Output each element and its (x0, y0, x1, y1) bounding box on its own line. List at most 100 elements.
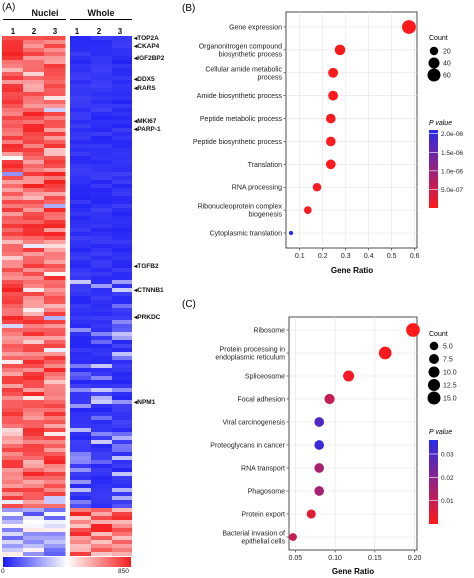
heatmap-cell (23, 516, 45, 520)
heatmap-cell (44, 104, 66, 108)
heatmap-cell (70, 228, 92, 232)
heatmap-cell (112, 404, 132, 408)
heatmap-cell (70, 520, 92, 524)
heatmap-cell (23, 236, 45, 240)
heatmap-cell (70, 472, 92, 476)
heatmap-cell (2, 308, 24, 312)
heatmap-cell (23, 408, 45, 412)
heatmap-cell (23, 508, 45, 512)
heatmap-cell (112, 292, 132, 296)
heatmap-cell (70, 528, 92, 532)
heatmap-cell (91, 452, 113, 456)
heatmap-cell (70, 364, 92, 368)
heatmap-cell (112, 164, 132, 168)
heatmap-grid (2, 36, 132, 556)
heatmap-cell (70, 176, 92, 180)
heatmap-cell (70, 280, 92, 284)
heatmap-cell (44, 44, 66, 48)
heatmap-cell (112, 540, 132, 544)
heatmap-cell (44, 216, 66, 220)
heatmap-cell (112, 332, 132, 336)
size-legend-label: 5.0 (443, 344, 453, 351)
heatmap-cell (2, 180, 24, 184)
heatmap-cell (112, 280, 132, 284)
heatmap-cell (112, 468, 132, 472)
heatmap-cell (91, 112, 113, 116)
heatmap-cell (91, 408, 113, 412)
heatmap-cell (44, 336, 66, 340)
heatmap-cell (91, 256, 113, 260)
heatmap-cell (44, 520, 66, 524)
heatmap-cell (2, 288, 24, 292)
heatmap-cell (23, 376, 45, 380)
x-tick-label: 0.2 (318, 253, 328, 260)
heatmap-cell (44, 480, 66, 484)
heatmap-cell (112, 88, 132, 92)
color-legend-bar (429, 130, 438, 208)
heatmap-cell (44, 136, 66, 140)
heatmap-cell (112, 312, 132, 316)
heatmap-cell (91, 420, 113, 424)
heatmap-cell (23, 404, 45, 408)
heatmap-cell (112, 56, 132, 60)
heatmap-cell (23, 80, 45, 84)
heatmap-cell (44, 376, 66, 380)
heatmap-cell (23, 128, 45, 132)
heatmap-cell (91, 460, 113, 464)
heatmap-cell (2, 152, 24, 156)
heatmap-cell (23, 92, 45, 96)
heatmap-cell (70, 312, 92, 316)
heatmap-cell (44, 404, 66, 408)
heatmap-cell (44, 536, 66, 540)
data-point (314, 417, 325, 427)
color-legend-label: 2.0e-06 (441, 131, 463, 138)
x-tick-label: 0.10 (328, 555, 342, 562)
heatmap-cell (91, 132, 113, 136)
size-legend-dot (429, 341, 439, 351)
heatmap-cell (70, 464, 92, 468)
heatmap-cell (112, 476, 132, 480)
heatmap-cell (112, 500, 132, 504)
heatmap-cell (23, 304, 45, 308)
heatmap-cell (44, 188, 66, 192)
data-point (325, 159, 336, 170)
heatmap-cell (44, 356, 66, 360)
data-point (406, 323, 420, 337)
heatmap-cell (91, 488, 113, 492)
heatmap-cell (2, 336, 24, 340)
heatmap-cell (91, 380, 113, 384)
heatmap-cell (70, 400, 92, 404)
heatmap-cell (44, 112, 66, 116)
heatmap-cell (44, 528, 66, 532)
heatmap-cell (2, 432, 24, 436)
heatmap-cell (2, 424, 24, 428)
heatmap-cell (70, 200, 92, 204)
heatmap-cell (23, 292, 45, 296)
heatmap-cell (70, 160, 92, 164)
heatmap-cell (44, 172, 66, 176)
heatmap-cell (23, 476, 45, 480)
heatmap-cell (112, 324, 132, 328)
heatmap-cell (91, 148, 113, 152)
heatmap-cell (70, 192, 92, 196)
heatmap-cell (91, 268, 113, 272)
gene-label-prkdc: ◂PRKDC (134, 314, 161, 321)
heatmap-cell (91, 328, 113, 332)
heatmap-cell (44, 428, 66, 432)
heatmap-cell (91, 252, 113, 256)
heatmap-cell (70, 548, 92, 552)
heatmap-cell (2, 240, 24, 244)
size-legend-label: 15.0 (443, 396, 457, 403)
heatmap-cell (112, 296, 132, 300)
heatmap-cell (70, 244, 92, 248)
heatmap-cell (112, 516, 132, 520)
heatmap-cell (112, 340, 132, 344)
heatmap-cell (112, 220, 132, 224)
heatmap-cell (2, 400, 24, 404)
heatmap-cell (112, 176, 132, 180)
heatmap-cell (2, 344, 24, 348)
heatmap-cell (23, 500, 45, 504)
heatmap-cell (44, 456, 66, 460)
heatmap-cell (2, 48, 24, 52)
heatmap-cell (91, 480, 113, 484)
